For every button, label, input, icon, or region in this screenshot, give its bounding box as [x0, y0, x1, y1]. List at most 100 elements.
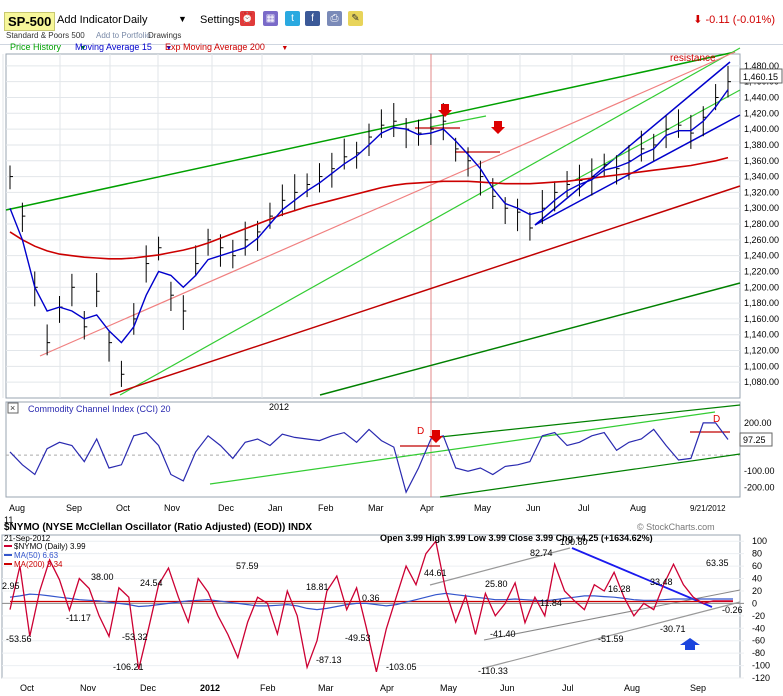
cci-value-box [739, 432, 773, 447]
month-tick-label: Aug [9, 503, 25, 513]
nymo-value-label: 100.80 [560, 537, 588, 547]
price-change: ⬇ -0.11 (-0.01%) [693, 13, 775, 26]
date-label: 9/21/2012 [690, 504, 726, 513]
period-select[interactable]: Daily [123, 14, 148, 26]
last-price-box [739, 68, 783, 84]
down-arrow-icon: ⬇ [693, 14, 706, 26]
print-icon[interactable]: ⎙ [327, 11, 342, 26]
calculator-icon[interactable]: ▦ [263, 11, 278, 26]
ticker-symbol[interactable]: SP-500 [4, 12, 56, 31]
nymo-value-label: 2.95 [2, 581, 20, 591]
nymo-month-label: May [440, 683, 458, 693]
cci-y-tick: -200.00 [744, 482, 775, 492]
resistance-annotation: resistance [670, 53, 716, 64]
cci-down-arrow [429, 430, 443, 443]
price-y-tick: 1,120.00 [744, 346, 779, 356]
nymo-value-label: 38.00 [91, 572, 114, 582]
nymo-y-tick: 80 [752, 549, 762, 559]
nymo-value-label: -49.53 [345, 633, 371, 643]
nymo-value-label: 18.81 [306, 582, 329, 592]
nymo-legend-item: MA(50) 6.63 [14, 551, 59, 560]
nymo-value-label: -103.05 [386, 662, 417, 672]
chevron-down-icon[interactable]: ▼ [178, 14, 187, 24]
nymo-value-label: 0.36 [362, 593, 380, 603]
note-icon[interactable]: ✎ [348, 11, 363, 26]
price-y-tick: 1,160.00 [744, 314, 779, 324]
add-indicator-button[interactable]: Add Indicator [57, 14, 122, 26]
nymo-value-label: 24.54 [140, 578, 163, 588]
cci-value-label: 97.25 [743, 435, 766, 445]
month-tick-label: Feb [318, 503, 334, 513]
nymo-y-tick: -40 [752, 623, 765, 633]
cci-annotation: D [417, 426, 424, 437]
nymo-month-label: Nov [80, 683, 97, 693]
nymo-value-label: -53.56 [6, 634, 32, 644]
nymo-month-label: Dec [140, 683, 157, 693]
price-y-tick: 1,300.00 [744, 203, 779, 213]
price-y-tick: 1,200.00 [744, 282, 779, 292]
price-y-tick: 1,480.00 [744, 61, 779, 71]
price-y-tick: 1,380.00 [744, 140, 779, 150]
price-y-tick: 1,260.00 [744, 235, 779, 245]
price-y-tick: 1,420.00 [744, 108, 779, 118]
down-arrow-marker [438, 104, 452, 117]
price-change-value: -0.11 (-0.01%) [705, 14, 776, 26]
nymo-month-label: Apr [380, 683, 394, 693]
cci-lower-channel [439, 453, 741, 498]
drawings-link[interactable]: Drawings [148, 31, 182, 40]
price-y-tick: 1,280.00 [744, 219, 779, 229]
nymo-value-label: 16.28 [608, 584, 631, 594]
nymo-y-tick: 100 [752, 536, 767, 546]
nymo-month-label: Feb [260, 683, 276, 693]
nymo-value-label: 11.84 [540, 598, 562, 608]
price-y-tick: 1,440.00 [744, 92, 779, 102]
nymo-value-label: -53.32 [122, 632, 148, 642]
month-tick-label: Apr [420, 503, 434, 513]
nymo-y-tick: 40 [752, 574, 762, 584]
nymo-value-label: 25.80 [485, 579, 508, 589]
cci-y-tick: 200.00 [744, 418, 772, 428]
nymo-value-label: -41.40 [490, 629, 516, 639]
month-tick-label: Dec [218, 503, 235, 513]
price-panel [5, 53, 741, 399]
nymo-value-label: 57.59 [236, 561, 259, 571]
cci-upper-channel [439, 404, 741, 438]
nymo-value-label: -87.13 [316, 655, 342, 665]
nymo-month-label: Mar [318, 683, 334, 693]
add-to-portfolio-link[interactable]: Add to Portfolio [96, 31, 151, 40]
legend-dropdown-icon: ▼ [165, 45, 172, 52]
close-panel-glyph: × [10, 403, 15, 413]
month-tick-label: Jan [268, 503, 283, 513]
nymo-quote: Open 3.99 High 3.99 Low 3.99 Close 3.99 … [380, 533, 653, 543]
nymo-dashed-line [483, 589, 741, 641]
lower-trendline [109, 185, 741, 396]
settings-button[interactable]: Settings [200, 14, 240, 26]
price-legend-item: Price History [10, 42, 62, 52]
nymo-month-label: 2012 [200, 683, 220, 693]
nymo-value-label: -30.71 [660, 624, 686, 634]
nymo-month-label: Aug [624, 683, 640, 693]
nymo-value-label: 44.61 [424, 568, 447, 578]
midline-trendline [39, 51, 736, 357]
price-y-tick: 1,360.00 [744, 156, 779, 166]
price-y-tick: 1,240.00 [744, 251, 779, 261]
price-y-tick: 1,180.00 [744, 298, 779, 308]
nymo-month-label: Sep [690, 683, 706, 693]
twitter-icon[interactable]: t [285, 11, 300, 26]
facebook-icon[interactable]: f [305, 11, 320, 26]
nymo-legend-item: MA(200) 3.34 [14, 560, 63, 569]
nymo-value-label: -51.59 [598, 634, 624, 644]
ma15-line [9, 89, 729, 344]
nymo-date: 21-Sep-2012 [4, 534, 51, 543]
alarm-icon[interactable]: ⏰ [240, 11, 255, 26]
cci-annotation: D [713, 414, 720, 425]
price-y-tick: 1,080.00 [744, 377, 779, 387]
nymo-line [9, 539, 733, 672]
upper-channel-line [5, 51, 736, 211]
stockcharts-watermark: © StockCharts.com [637, 522, 715, 532]
month-tick-label: Oct [116, 503, 131, 513]
ema200-line [9, 156, 729, 260]
price-y-tick: 1,320.00 [744, 187, 779, 197]
toolbar: SP-500 Add Indicator Daily ▼ Settings ⏰ … [0, 0, 783, 45]
